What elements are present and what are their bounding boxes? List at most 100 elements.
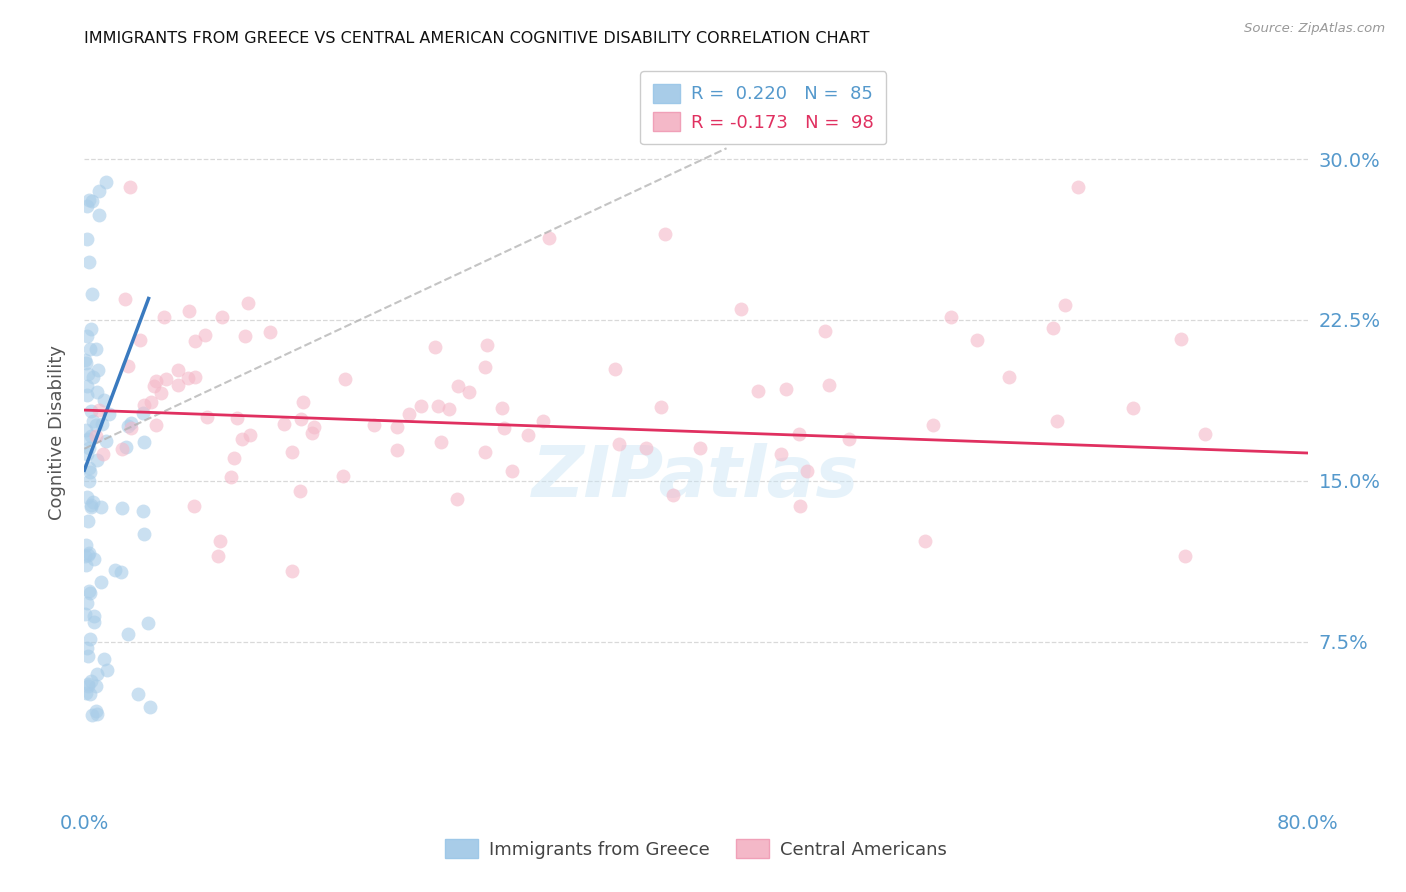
Y-axis label: Cognitive Disability: Cognitive Disability bbox=[48, 345, 66, 520]
Point bbox=[80, 500, 103, 515]
Point bbox=[76, 514, 98, 528]
Point bbox=[429, 435, 451, 450]
Point bbox=[1067, 180, 1090, 194]
Point bbox=[134, 398, 156, 412]
Point bbox=[83, 551, 105, 566]
Point bbox=[76, 379, 98, 393]
Point bbox=[129, 333, 152, 347]
Point bbox=[155, 372, 177, 386]
Point bbox=[235, 328, 257, 343]
Point bbox=[789, 499, 811, 513]
Point bbox=[177, 370, 200, 384]
Point bbox=[838, 432, 860, 446]
Point bbox=[75, 607, 97, 621]
Point bbox=[661, 488, 683, 502]
Point bbox=[179, 304, 201, 318]
Point bbox=[86, 666, 108, 681]
Point bbox=[145, 374, 167, 388]
Point bbox=[132, 526, 155, 541]
Point bbox=[117, 419, 139, 434]
Point bbox=[689, 441, 711, 455]
Point bbox=[531, 414, 554, 428]
Point bbox=[96, 434, 118, 448]
Point bbox=[1174, 549, 1197, 563]
Point bbox=[76, 548, 98, 562]
Point bbox=[82, 707, 104, 722]
Point bbox=[447, 378, 470, 392]
Point bbox=[290, 412, 312, 426]
Point bbox=[167, 378, 190, 392]
Point bbox=[77, 254, 100, 268]
Point bbox=[385, 442, 408, 457]
Point bbox=[120, 421, 142, 435]
Point bbox=[84, 343, 107, 357]
Point bbox=[787, 427, 810, 442]
Point bbox=[132, 435, 155, 450]
Point bbox=[79, 632, 101, 646]
Point bbox=[87, 403, 110, 417]
Point bbox=[117, 359, 139, 373]
Point bbox=[118, 180, 141, 194]
Point bbox=[76, 640, 98, 655]
Point bbox=[281, 445, 304, 459]
Point bbox=[167, 363, 190, 377]
Point bbox=[96, 663, 118, 677]
Point bbox=[79, 343, 101, 357]
Point bbox=[77, 676, 100, 690]
Point bbox=[84, 417, 107, 432]
Point bbox=[1042, 321, 1064, 335]
Point bbox=[517, 428, 540, 442]
Point bbox=[139, 699, 162, 714]
Point bbox=[207, 549, 229, 563]
Point bbox=[76, 491, 98, 505]
Point bbox=[474, 445, 496, 459]
Point bbox=[195, 409, 218, 424]
Point bbox=[437, 402, 460, 417]
Point bbox=[80, 498, 103, 512]
Point bbox=[80, 322, 103, 336]
Point bbox=[76, 388, 98, 402]
Point bbox=[998, 370, 1021, 384]
Point bbox=[145, 417, 167, 432]
Point bbox=[730, 301, 752, 316]
Point bbox=[84, 704, 107, 718]
Point bbox=[75, 549, 97, 563]
Point bbox=[87, 363, 110, 377]
Point bbox=[76, 199, 98, 213]
Point bbox=[75, 353, 97, 368]
Point bbox=[84, 679, 107, 693]
Point bbox=[76, 367, 98, 381]
Point bbox=[939, 310, 962, 324]
Point bbox=[86, 385, 108, 400]
Point bbox=[110, 566, 132, 580]
Point bbox=[82, 369, 104, 384]
Point bbox=[75, 423, 97, 437]
Point bbox=[966, 333, 988, 347]
Point bbox=[775, 382, 797, 396]
Point bbox=[231, 433, 253, 447]
Point bbox=[93, 447, 115, 461]
Point bbox=[1194, 426, 1216, 441]
Point bbox=[1170, 332, 1192, 346]
Point bbox=[183, 499, 205, 513]
Point bbox=[84, 429, 107, 443]
Point bbox=[90, 500, 112, 515]
Point bbox=[1054, 298, 1077, 312]
Point bbox=[607, 437, 630, 451]
Point bbox=[80, 674, 103, 689]
Point bbox=[77, 648, 100, 663]
Text: IMMIGRANTS FROM GREECE VS CENTRAL AMERICAN COGNITIVE DISABILITY CORRELATION CHAR: IMMIGRANTS FROM GREECE VS CENTRAL AMERIC… bbox=[84, 31, 870, 46]
Point bbox=[153, 310, 176, 324]
Point bbox=[423, 340, 446, 354]
Point bbox=[79, 687, 101, 701]
Point bbox=[77, 461, 100, 475]
Point bbox=[183, 334, 205, 348]
Point bbox=[94, 175, 117, 189]
Point bbox=[83, 615, 105, 629]
Point bbox=[636, 442, 658, 456]
Point bbox=[93, 393, 115, 408]
Point bbox=[93, 652, 115, 666]
Point bbox=[654, 227, 676, 241]
Point bbox=[127, 687, 149, 701]
Point bbox=[139, 394, 162, 409]
